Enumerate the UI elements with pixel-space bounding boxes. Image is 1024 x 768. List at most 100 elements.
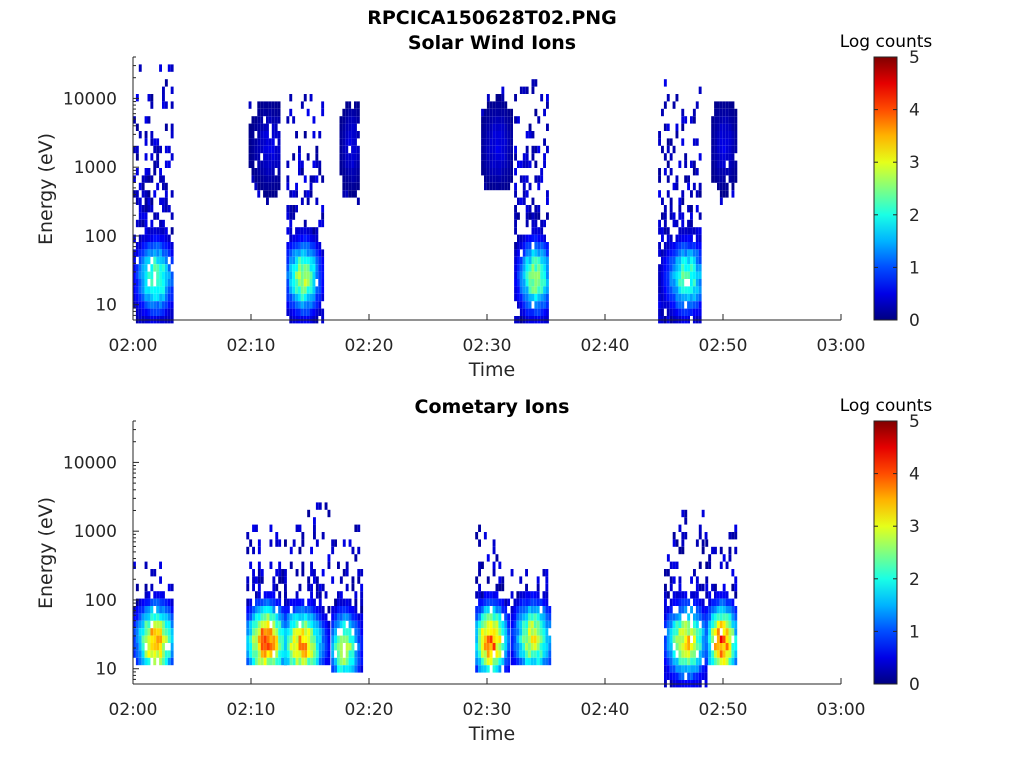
heatmap-cell (722, 101, 726, 109)
heatmap-cell (498, 657, 502, 666)
heatmap-cell (138, 182, 142, 191)
heatmap-cell (495, 665, 499, 673)
heatmap-cell (257, 138, 261, 146)
heatmap-cell (309, 293, 313, 302)
heatmap-cell (725, 123, 729, 131)
heatmap-cell (495, 643, 499, 651)
heatmap-cell (666, 657, 670, 666)
heatmap-cell (272, 635, 276, 643)
heatmap-cell (138, 249, 142, 257)
heatmap-cell (278, 576, 282, 584)
heatmap-cell (306, 108, 310, 117)
heatmap-cell (170, 131, 174, 139)
heatmap-cell (144, 293, 148, 302)
heatmap-cell (692, 168, 696, 176)
heatmap-cell (698, 182, 702, 191)
heatmap-cell (357, 650, 361, 658)
heatmap-cell (135, 153, 139, 161)
heatmap-cell (342, 168, 346, 176)
heatmap-cell (298, 256, 301, 265)
heatmap-cell (162, 620, 165, 629)
heatmap-cell (144, 613, 148, 621)
heatmap-cell (501, 86, 505, 94)
heatmap-cell (528, 657, 531, 666)
heatmap-cell (543, 279, 546, 287)
heatmap-cell (144, 583, 148, 592)
heatmap-cell (159, 613, 162, 621)
heatmap-cell (144, 598, 148, 606)
heatmap-cell (249, 613, 253, 621)
heatmap-cell (486, 101, 490, 109)
heatmap-cell (542, 591, 546, 599)
heatmap-cell (728, 532, 732, 540)
heatmap-cell (663, 168, 667, 176)
heatmap-cell (546, 197, 549, 205)
heatmap-cell (281, 569, 284, 577)
heatmap-cell (342, 160, 346, 168)
heatmap-cell (536, 628, 540, 636)
heatmap-cell (351, 168, 354, 176)
heatmap-cell (257, 153, 261, 161)
heatmap-cell (331, 657, 335, 666)
heatmap-cell (167, 308, 171, 316)
heatmap-cell (504, 598, 508, 606)
heatmap-cell (486, 613, 490, 621)
heatmap-cell (162, 234, 165, 242)
heatmap-cell (498, 153, 502, 161)
heatmap-cell (534, 160, 538, 168)
heatmap-cell (345, 635, 349, 643)
heatmap-cell (315, 539, 319, 547)
heatmap-cell (246, 628, 250, 636)
heatmap-cell (162, 256, 165, 265)
heatmap-cells (133, 64, 738, 324)
heatmap-cell (159, 293, 162, 302)
heatmap-cell (164, 293, 168, 302)
heatmap-cell (348, 108, 352, 117)
heatmap-cell (658, 227, 661, 235)
heatmap-cell (272, 583, 276, 592)
heatmap-cell (159, 576, 162, 584)
heatmap-cell (522, 175, 526, 183)
heatmap-cell (321, 657, 325, 666)
heatmap-cell (692, 160, 696, 168)
heatmap-cell (278, 561, 282, 569)
heatmap-cell (533, 635, 537, 643)
heatmap-cell (357, 569, 361, 577)
heatmap-cell (711, 131, 715, 139)
heatmap-cell (307, 576, 311, 584)
heatmap-cell (354, 116, 357, 124)
heatmap-cell (672, 539, 676, 547)
heatmap-cell (324, 613, 328, 621)
heatmap-cell (678, 205, 682, 213)
heatmap-cell (257, 561, 261, 569)
heatmap-cell (507, 168, 511, 176)
heatmap-cell (669, 308, 673, 316)
heatmap-cell (504, 175, 508, 183)
heatmap-cell (260, 138, 264, 146)
heatmap-cell (483, 643, 487, 651)
heatmap-cell (286, 249, 290, 257)
heatmap-cell (522, 635, 526, 643)
heatmap-cell (522, 279, 526, 287)
heatmap-cell (271, 153, 275, 161)
heatmap-cell (254, 138, 258, 146)
heatmap-cell (295, 524, 299, 532)
heatmap-cell (133, 628, 136, 636)
heatmap-cell (734, 635, 738, 643)
heatmap-cell (514, 279, 517, 287)
heatmap-cell (516, 650, 520, 658)
heatmap-cell (298, 613, 302, 621)
heatmap-cell (153, 212, 157, 220)
heatmap-cell (514, 256, 517, 265)
heatmap-cell (725, 635, 729, 643)
heatmap-cell (144, 264, 148, 272)
heatmap-cell (153, 256, 157, 265)
heatmap-cell (156, 227, 160, 235)
heatmap-cell (309, 286, 313, 294)
heatmap-cell (695, 635, 699, 643)
heatmap-cell (519, 286, 523, 294)
heatmap-cell (309, 182, 313, 191)
heatmap-cell (170, 212, 174, 220)
heatmap-cell (334, 539, 337, 547)
heatmap-cell (675, 234, 679, 242)
